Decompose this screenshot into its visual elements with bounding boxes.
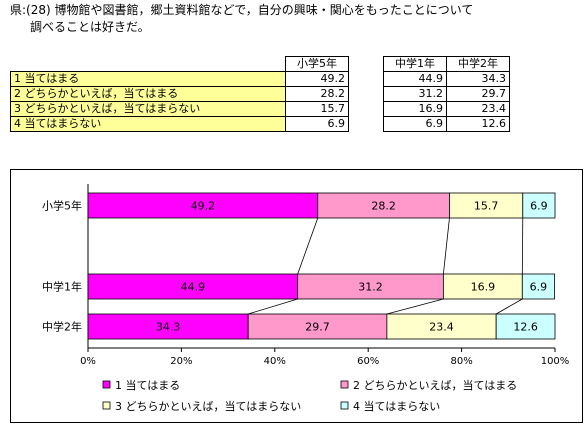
cell-jh1: 31.2 <box>383 86 447 102</box>
row-gap <box>348 116 384 132</box>
category-label: 中学2年 <box>42 320 82 334</box>
series-connector <box>386 298 444 315</box>
cell-jh1: 44.9 <box>383 71 447 87</box>
x-tick-label: 60% <box>357 356 379 367</box>
title-line-2: 調べることは好きだ。 <box>30 20 150 34</box>
cell-jh1: 16.9 <box>383 101 447 117</box>
data-label: 28.2 <box>371 200 396 213</box>
cell-jh2: 12.6 <box>446 116 510 132</box>
data-label: 34.3 <box>156 321 181 334</box>
x-tick-label: 0% <box>80 356 96 367</box>
data-table: 小学5年 中学1年 中学2年 1 当てはまる 49.2 44.9 34.3 2 … <box>10 56 510 132</box>
data-label: 29.7 <box>305 321 330 334</box>
series-connector <box>495 298 523 315</box>
legend-label: 1 当てはまる <box>115 378 180 392</box>
cell-grade5: 28.2 <box>285 86 349 102</box>
bar-segment <box>317 192 450 219</box>
category-label: 中学1年 <box>42 280 82 294</box>
bar-segment <box>521 273 555 300</box>
data-label: 23.4 <box>429 321 454 334</box>
data-label: 6.9 <box>530 200 548 213</box>
x-tick-label: 20% <box>170 356 192 367</box>
row-gap <box>348 101 384 117</box>
x-tick-label: 100% <box>541 356 570 367</box>
row-label: 4 当てはまらない <box>10 116 286 132</box>
legend-label: 3 どちらかといえば，当てはまらない <box>115 399 301 413</box>
data-label: 49.2 <box>191 200 216 213</box>
bar-segment <box>386 313 497 340</box>
data-label: 16.9 <box>471 281 496 294</box>
table-row: 3 どちらかといえば，当てはまらない 15.7 16.9 23.4 <box>10 101 510 117</box>
header-jh1: 中学1年 <box>383 56 447 72</box>
bar-segment <box>297 273 444 300</box>
x-tick-label: 40% <box>264 356 286 367</box>
row-gap <box>348 71 384 87</box>
data-label: 15.7 <box>474 200 499 213</box>
header-grade5: 小学5年 <box>285 56 349 72</box>
cell-jh1: 6.9 <box>383 116 447 132</box>
row-gap <box>348 86 384 102</box>
data-label: 44.9 <box>181 281 206 294</box>
bar-segment <box>87 313 249 340</box>
bar-segment <box>495 313 556 340</box>
table-row: 4 当てはまらない 6.9 6.9 12.6 <box>10 116 510 132</box>
table-row: 1 当てはまる 49.2 44.9 34.3 <box>10 71 510 87</box>
cell-grade5: 49.2 <box>285 71 349 87</box>
legend-label: 4 当てはまらない <box>353 399 440 413</box>
legend-label: 2 どちらかといえば，当てはまる <box>353 378 517 392</box>
chart-area: 0% 20% 40% 60% 80% 100% 小学5年 49.2 28.2 15.7 6.9 中学1… <box>10 169 583 423</box>
data-label: 31.2 <box>358 281 383 294</box>
header-gap <box>348 56 384 72</box>
data-label: 6.9 <box>530 281 548 294</box>
x-tick-label: 80% <box>450 356 472 367</box>
title-line-1: 県:(28) 博物館や図書館，郷土資料館などで，自分の興味・関心をもったことにつ… <box>10 3 474 17</box>
category-label: 小学5年 <box>42 199 82 213</box>
cell-jh2: 34.3 <box>446 71 510 87</box>
bar-segment <box>522 192 556 219</box>
series-connector <box>297 217 319 275</box>
row-label: 1 当てはまる <box>10 71 286 87</box>
header-blank <box>10 56 286 72</box>
table-header-row: 小学5年 中学1年 中学2年 <box>10 56 510 72</box>
page-title: 県:(28) 博物館や図書館，郷土資料館などで，自分の興味・関心をもったことにつ… <box>10 2 580 36</box>
cell-jh2: 23.4 <box>446 101 510 117</box>
data-label: 12.6 <box>513 321 538 334</box>
cell-grade5: 15.7 <box>285 101 349 117</box>
legend-swatch <box>340 401 349 410</box>
series-connector <box>442 217 450 275</box>
legend-swatch <box>340 380 349 389</box>
row-label: 3 どちらかといえば，当てはまらない <box>10 101 286 117</box>
cell-grade5: 6.9 <box>285 116 349 132</box>
series-connector <box>248 298 298 315</box>
cell-jh2: 29.7 <box>446 86 510 102</box>
header-jh2: 中学2年 <box>446 56 510 72</box>
legend-swatch <box>102 380 111 389</box>
table-row: 2 どちらかといえば，当てはまる 28.2 31.2 29.7 <box>10 86 510 102</box>
row-label: 2 どちらかといえば，当てはまる <box>10 86 286 102</box>
legend-swatch <box>102 401 111 410</box>
bar-segment <box>87 192 319 219</box>
bar-segment <box>442 273 523 300</box>
stacked-bar-chart: 0% 20% 40% 60% 80% 100% 小学5年 49.2 28.2 15.7 6.9 中学1… <box>42 184 570 413</box>
